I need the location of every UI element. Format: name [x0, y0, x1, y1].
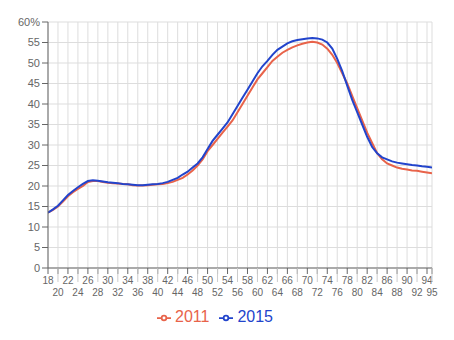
svg-text:76: 76 [332, 287, 344, 298]
svg-text:25: 25 [28, 159, 40, 171]
svg-text:60%: 60% [18, 16, 40, 28]
svg-text:22: 22 [62, 275, 74, 286]
svg-text:34: 34 [122, 275, 134, 286]
svg-text:40: 40 [152, 287, 164, 298]
svg-text:30: 30 [102, 275, 114, 286]
svg-text:48: 48 [192, 287, 204, 298]
svg-text:58: 58 [242, 275, 254, 286]
svg-text:44: 44 [172, 287, 184, 298]
svg-text:20: 20 [52, 287, 64, 298]
svg-text:82: 82 [362, 275, 374, 286]
html-text:2011: 2011 [175, 308, 210, 325]
svg-text:10: 10 [28, 221, 40, 233]
svg-text:92: 92 [411, 287, 423, 298]
svg-text:94: 94 [421, 275, 433, 286]
svg-text:68: 68 [292, 287, 304, 298]
svg-text:70: 70 [302, 275, 314, 286]
svg-text:88: 88 [392, 287, 404, 298]
svg-text:74: 74 [322, 275, 334, 286]
svg-text:40: 40 [28, 98, 40, 110]
svg-text:28: 28 [92, 287, 104, 298]
svg-text:42: 42 [162, 275, 174, 286]
svg-text:72: 72 [312, 287, 324, 298]
svg-text:32: 32 [112, 287, 124, 298]
svg-text:20: 20 [28, 180, 40, 192]
svg-text:55: 55 [28, 36, 40, 48]
html-text:2015: 2015 [237, 308, 273, 325]
svg-text:50: 50 [28, 57, 40, 69]
svg-text:15: 15 [28, 200, 40, 212]
svg-text:90: 90 [402, 275, 414, 286]
svg-text:62: 62 [262, 275, 274, 286]
svg-text:52: 52 [212, 287, 224, 298]
svg-text:78: 78 [342, 275, 354, 286]
svg-text:35: 35 [28, 118, 40, 130]
svg-text:56: 56 [232, 287, 244, 298]
svg-text:80: 80 [352, 287, 364, 298]
svg-text:46: 46 [182, 275, 194, 286]
svg-text:54: 54 [222, 275, 234, 286]
svg-text:66: 66 [282, 275, 294, 286]
svg-text:26: 26 [82, 275, 94, 286]
svg-text:95: 95 [426, 287, 438, 298]
svg-text:64: 64 [272, 287, 284, 298]
svg-text:5: 5 [34, 241, 40, 253]
svg-text:84: 84 [372, 287, 384, 298]
svg-text:36: 36 [132, 287, 144, 298]
svg-text:45: 45 [28, 77, 40, 89]
svg-text:18: 18 [42, 275, 54, 286]
svg-text:30: 30 [28, 139, 40, 151]
svg-text:60: 60 [252, 287, 264, 298]
svg-text:50: 50 [202, 275, 214, 286]
svg-text:0: 0 [34, 262, 40, 274]
svg-text:38: 38 [142, 275, 154, 286]
svg-text:86: 86 [382, 275, 394, 286]
svg-text:24: 24 [72, 287, 84, 298]
